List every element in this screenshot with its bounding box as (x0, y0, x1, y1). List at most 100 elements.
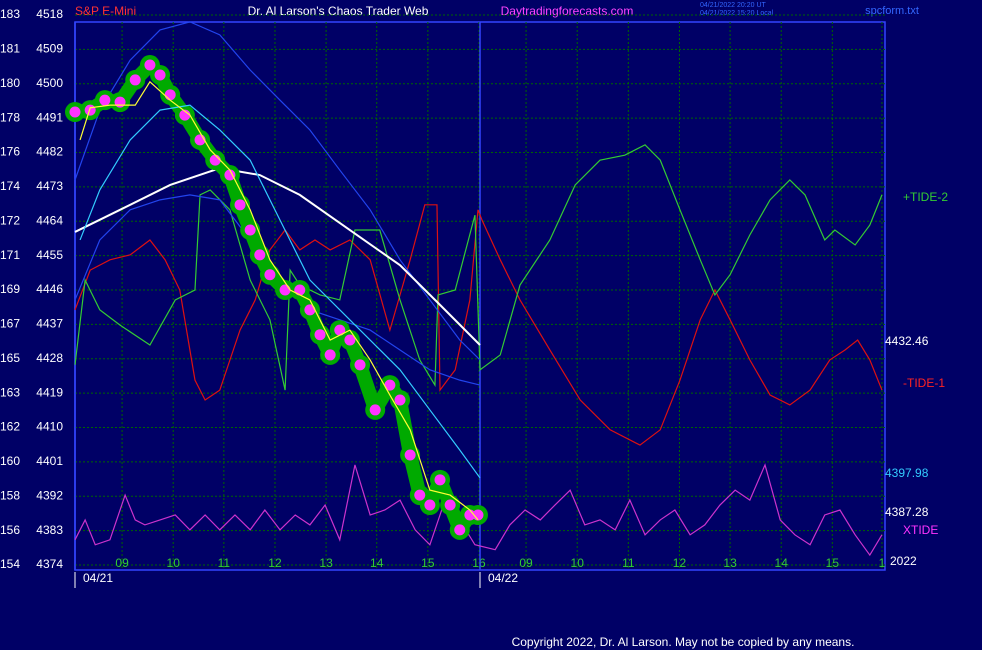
x-tick-label: 13 (319, 556, 333, 570)
annotation: XTIDE (903, 523, 938, 537)
price-dot (144, 59, 156, 71)
price-dot (384, 379, 396, 391)
x-tick-label: 12 (673, 556, 687, 570)
price-dot (84, 104, 96, 116)
price-dot (209, 154, 221, 166)
y2-tick-label: 163 (0, 385, 20, 399)
annotation: 4397.98 (885, 466, 929, 480)
price-dot (244, 224, 256, 236)
x-tick-label: 14 (775, 556, 789, 570)
x-tick-label: 1 (879, 556, 886, 570)
x-tick-label: 11 (622, 556, 635, 570)
website: Daytradingforecasts.com (501, 4, 634, 18)
x-tick-label: 11 (218, 556, 231, 570)
series-line (74, 144, 883, 391)
y-tick-label: 4446 (36, 282, 63, 296)
x-tick-label: 16 (472, 556, 486, 570)
day-label: 04/21 (83, 571, 113, 585)
price-dot (224, 169, 236, 181)
x-tick-label: 09 (519, 556, 533, 570)
x-tick-label: 15 (826, 556, 840, 570)
y2-tick-label: 165 (0, 351, 20, 365)
file-name: spcform.txt (865, 5, 919, 17)
x-tick-label: 10 (167, 556, 181, 570)
series-line (74, 204, 883, 446)
annotation: 2022 (890, 554, 917, 568)
x-tick-label: 12 (268, 556, 282, 570)
y-tick-label: 4473 (36, 179, 63, 193)
y2-tick-label: 169 (0, 282, 20, 296)
series-line (74, 21, 481, 361)
price-dot (424, 499, 436, 511)
y2-tick-label: 156 (0, 523, 20, 537)
instrument: S&P E-Mini (75, 4, 136, 18)
annotation: 4432.46 (885, 334, 929, 348)
price-dot (434, 474, 446, 486)
y2-tick-label: 172 (0, 213, 20, 227)
y-tick-label: 4518 (36, 7, 63, 21)
chart-title: Dr. Al Larson's Chaos Trader Web (248, 4, 429, 18)
y-tick-label: 4491 (36, 110, 63, 124)
price-dot (179, 109, 191, 121)
price-dot (324, 349, 336, 361)
y-tick-label: 4482 (36, 145, 63, 159)
y-tick-label: 4464 (36, 213, 63, 227)
x-tick-label: 14 (370, 556, 384, 570)
copyright: Copyright 2022, Dr. Al Larson. May not b… (512, 635, 855, 649)
price-dot (294, 284, 306, 296)
series-line (74, 167, 481, 346)
y-tick-label: 4401 (36, 454, 63, 468)
y2-tick-label: 176 (0, 145, 20, 159)
price-dot (69, 106, 81, 118)
price-dot (454, 524, 466, 536)
y2-tick-label: 171 (0, 248, 20, 262)
price-dot (444, 499, 456, 511)
price-dot (472, 509, 484, 521)
x-tick-label: 10 (571, 556, 585, 570)
y-tick-label: 4500 (36, 76, 63, 90)
y2-tick-label: 181 (0, 41, 20, 55)
y-tick-label: 4410 (36, 420, 63, 434)
price-dot (254, 249, 266, 261)
y2-tick-label: 183 (0, 7, 20, 21)
timestamp: 04/21/2022 20:20 UT (700, 2, 766, 9)
y2-tick-label: 158 (0, 488, 20, 502)
y-tick-label: 4428 (36, 351, 63, 365)
series-line (79, 80, 479, 521)
annotation: +TIDE-2 (903, 190, 948, 204)
x-tick-label: 09 (115, 556, 129, 570)
price-dot (129, 74, 141, 86)
x-tick-label: 15 (421, 556, 435, 570)
y-tick-label: 4437 (36, 317, 63, 331)
price-dot (154, 69, 166, 81)
price-dot (464, 509, 476, 521)
y-tick-label: 4419 (36, 385, 63, 399)
series-line (79, 104, 481, 479)
annotation: 4387.28 (885, 505, 929, 519)
annotation: -TIDE-1 (903, 376, 945, 390)
timestamp: 04/21/2022 15:20 Local (700, 10, 774, 17)
y2-tick-label: 174 (0, 179, 20, 193)
y2-tick-label: 180 (0, 76, 20, 90)
price-dot (344, 334, 356, 346)
y2-tick-label: 167 (0, 316, 20, 330)
day-label: 04/22 (488, 571, 518, 585)
price-dot (114, 96, 126, 108)
y2-tick-label: 162 (0, 420, 20, 434)
price-dot (234, 199, 246, 211)
price-dot (354, 359, 366, 371)
price-dot (334, 324, 346, 336)
price-dot (404, 449, 416, 461)
y-tick-label: 4374 (36, 557, 63, 571)
y-tick-label: 4392 (36, 488, 63, 502)
price-dot (264, 269, 276, 281)
price-dot (394, 394, 406, 406)
price-dot (369, 404, 381, 416)
price-dot (314, 329, 326, 341)
y2-tick-label: 160 (0, 454, 20, 468)
y-tick-label: 4509 (36, 42, 63, 56)
price-dot (164, 89, 176, 101)
